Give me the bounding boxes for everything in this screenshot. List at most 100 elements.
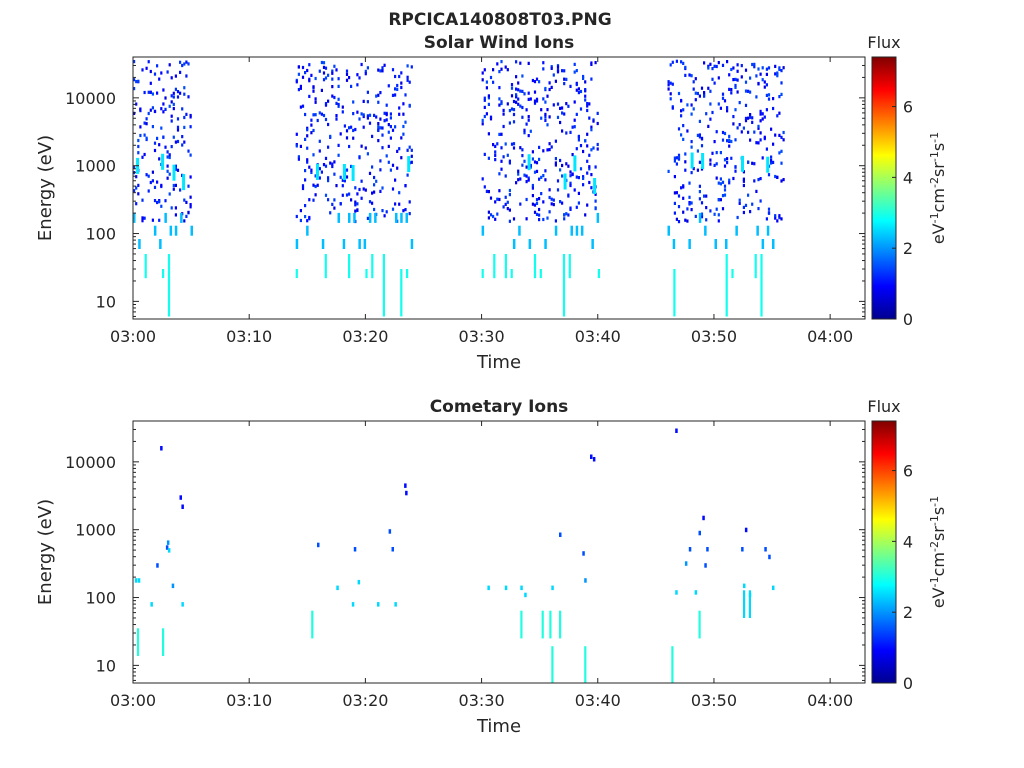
flux-cell (179, 188, 182, 192)
flux-cell (362, 99, 365, 103)
panel-cometary-ions: Cometary Ions 03:00 03:10 03:20 03:30 03:40 03… (35, 397, 948, 737)
flux-cell (515, 60, 518, 64)
flux-cell (704, 563, 707, 568)
flux-cell (765, 217, 768, 221)
flux-cell (684, 160, 687, 164)
flux-cell (719, 182, 722, 186)
flux-cell (371, 254, 374, 279)
flux-cell (719, 151, 722, 155)
flux-cell (312, 183, 315, 187)
flux-cell (312, 128, 315, 133)
flux-cell (136, 628, 140, 656)
flux-cell (515, 95, 518, 99)
flux-cell (759, 199, 762, 203)
flux-cell (751, 120, 754, 124)
flux-cell (322, 71, 326, 75)
flux-cell (776, 74, 779, 78)
flux-cell (517, 88, 520, 92)
flux-cell (556, 179, 560, 183)
flux-cell (342, 164, 346, 180)
flux-cell (379, 69, 382, 73)
flux-cell (306, 219, 309, 223)
flux-cell (736, 215, 739, 220)
flux-cell (677, 205, 681, 209)
flux-cell (150, 602, 153, 607)
flux-cell (767, 211, 771, 215)
flux-cell (306, 158, 309, 162)
flux-cell (688, 195, 691, 199)
flux-cell (496, 62, 499, 66)
flux-cell (166, 155, 169, 159)
flux-cell (170, 114, 173, 118)
flux-cell (736, 69, 739, 73)
flux-cell (690, 140, 693, 144)
flux-cell (594, 207, 597, 211)
flux-cell (508, 188, 511, 193)
flux-cell (577, 191, 580, 195)
flux-cell (755, 189, 758, 193)
flux-cell (406, 269, 409, 279)
flux-cell (767, 66, 771, 70)
flux-cell (185, 200, 188, 204)
flux-cell (713, 81, 716, 85)
flux-cell (709, 209, 712, 213)
flux-cell (335, 117, 338, 121)
flux-cell (563, 82, 566, 86)
flux-cell (402, 112, 405, 116)
flux-cell (508, 193, 511, 197)
flux-cell (492, 68, 495, 72)
flux-cell (304, 215, 307, 219)
flux-cell (387, 84, 390, 88)
flux-cell (500, 132, 503, 136)
flux-cell (744, 103, 748, 107)
flux-cell (698, 133, 701, 137)
flux-cell (765, 83, 768, 87)
flux-cell (362, 113, 365, 117)
flux-cell (736, 90, 739, 94)
flux-cell (348, 144, 351, 149)
flux-cell (721, 92, 725, 96)
plot-area (133, 57, 865, 319)
panel-title: Solar Wind Ions (424, 33, 575, 53)
flux-cell (690, 112, 693, 116)
flux-cell (400, 156, 403, 160)
flux-cell (561, 106, 564, 110)
flux-cell (187, 184, 190, 188)
flux-cell (394, 202, 397, 206)
flux-cell (552, 103, 555, 107)
flux-cell (529, 97, 532, 101)
flux-cell (577, 91, 580, 95)
y-axis-label: Energy (eV) (35, 499, 56, 605)
flux-cell (168, 104, 171, 108)
flux-cell (135, 80, 138, 84)
flux-cell (778, 67, 781, 71)
flux-cell (782, 130, 785, 135)
flux-cell (174, 140, 177, 144)
flux-cell (506, 102, 509, 106)
flux-cell (504, 65, 507, 69)
flux-cell (586, 108, 589, 113)
flux-cell (717, 219, 720, 223)
flux-cell (751, 161, 754, 165)
flux-cell (780, 149, 783, 153)
flux-cell (761, 117, 764, 121)
flux-cell (517, 169, 520, 173)
flux-cell (713, 212, 716, 216)
flux-cell (694, 214, 697, 218)
flux-cell (721, 180, 725, 184)
flux-cell (170, 100, 173, 104)
flux-cell (168, 172, 171, 176)
flux-cell (410, 65, 413, 69)
flux-cell (492, 80, 495, 84)
flux-cell (377, 93, 380, 97)
flux-cell (743, 583, 746, 589)
flux-cell (721, 96, 725, 100)
y-axis-label: Energy (eV) (35, 135, 56, 241)
flux-cell (753, 179, 756, 183)
flux-cell (778, 111, 781, 115)
flux-cell (586, 104, 589, 108)
flux-cell (172, 187, 175, 191)
flux-cell (483, 96, 486, 100)
flux-cell (521, 115, 524, 119)
flux-cell (352, 112, 355, 116)
